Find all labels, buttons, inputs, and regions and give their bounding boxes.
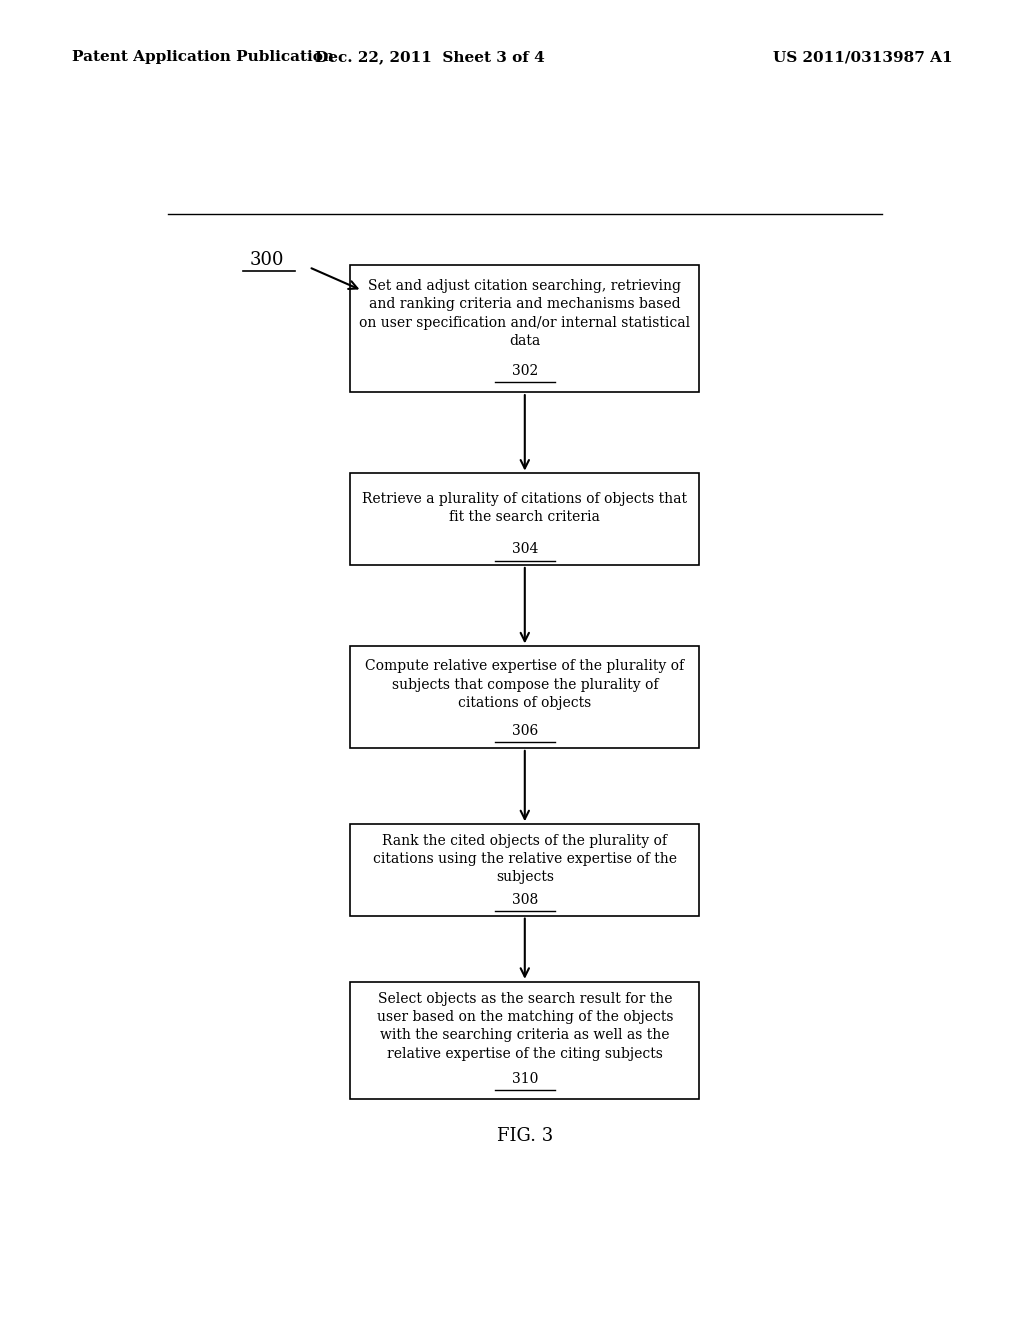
Text: 300: 300	[250, 251, 284, 269]
Text: 306: 306	[512, 723, 538, 738]
Text: Set and adjust citation searching, retrieving
and ranking criteria and mechanism: Set and adjust citation searching, retri…	[359, 279, 690, 348]
Text: Dec. 22, 2011  Sheet 3 of 4: Dec. 22, 2011 Sheet 3 of 4	[315, 50, 545, 65]
Bar	[350, 982, 699, 1098]
Text: Rank the cited objects of the plurality of
citations using the relative expertis: Rank the cited objects of the plurality …	[373, 833, 677, 884]
Text: FIG. 3: FIG. 3	[497, 1127, 553, 1146]
Text: Select objects as the search result for the
user based on the matching of the ob: Select objects as the search result for …	[377, 991, 673, 1061]
Text: 308: 308	[512, 894, 538, 907]
Bar	[350, 474, 699, 565]
Text: 310: 310	[512, 1072, 538, 1085]
Text: US 2011/0313987 A1: US 2011/0313987 A1	[773, 50, 952, 65]
Bar	[350, 647, 699, 748]
Text: Patent Application Publication: Patent Application Publication	[72, 50, 334, 65]
Bar	[350, 824, 699, 916]
Bar	[350, 265, 699, 392]
Text: Compute relative expertise of the plurality of
subjects that compose the plurali: Compute relative expertise of the plural…	[366, 660, 684, 710]
Text: 302: 302	[512, 363, 538, 378]
Text: Retrieve a plurality of citations of objects that
fit the search criteria: Retrieve a plurality of citations of obj…	[362, 492, 687, 524]
Text: 304: 304	[512, 543, 538, 557]
